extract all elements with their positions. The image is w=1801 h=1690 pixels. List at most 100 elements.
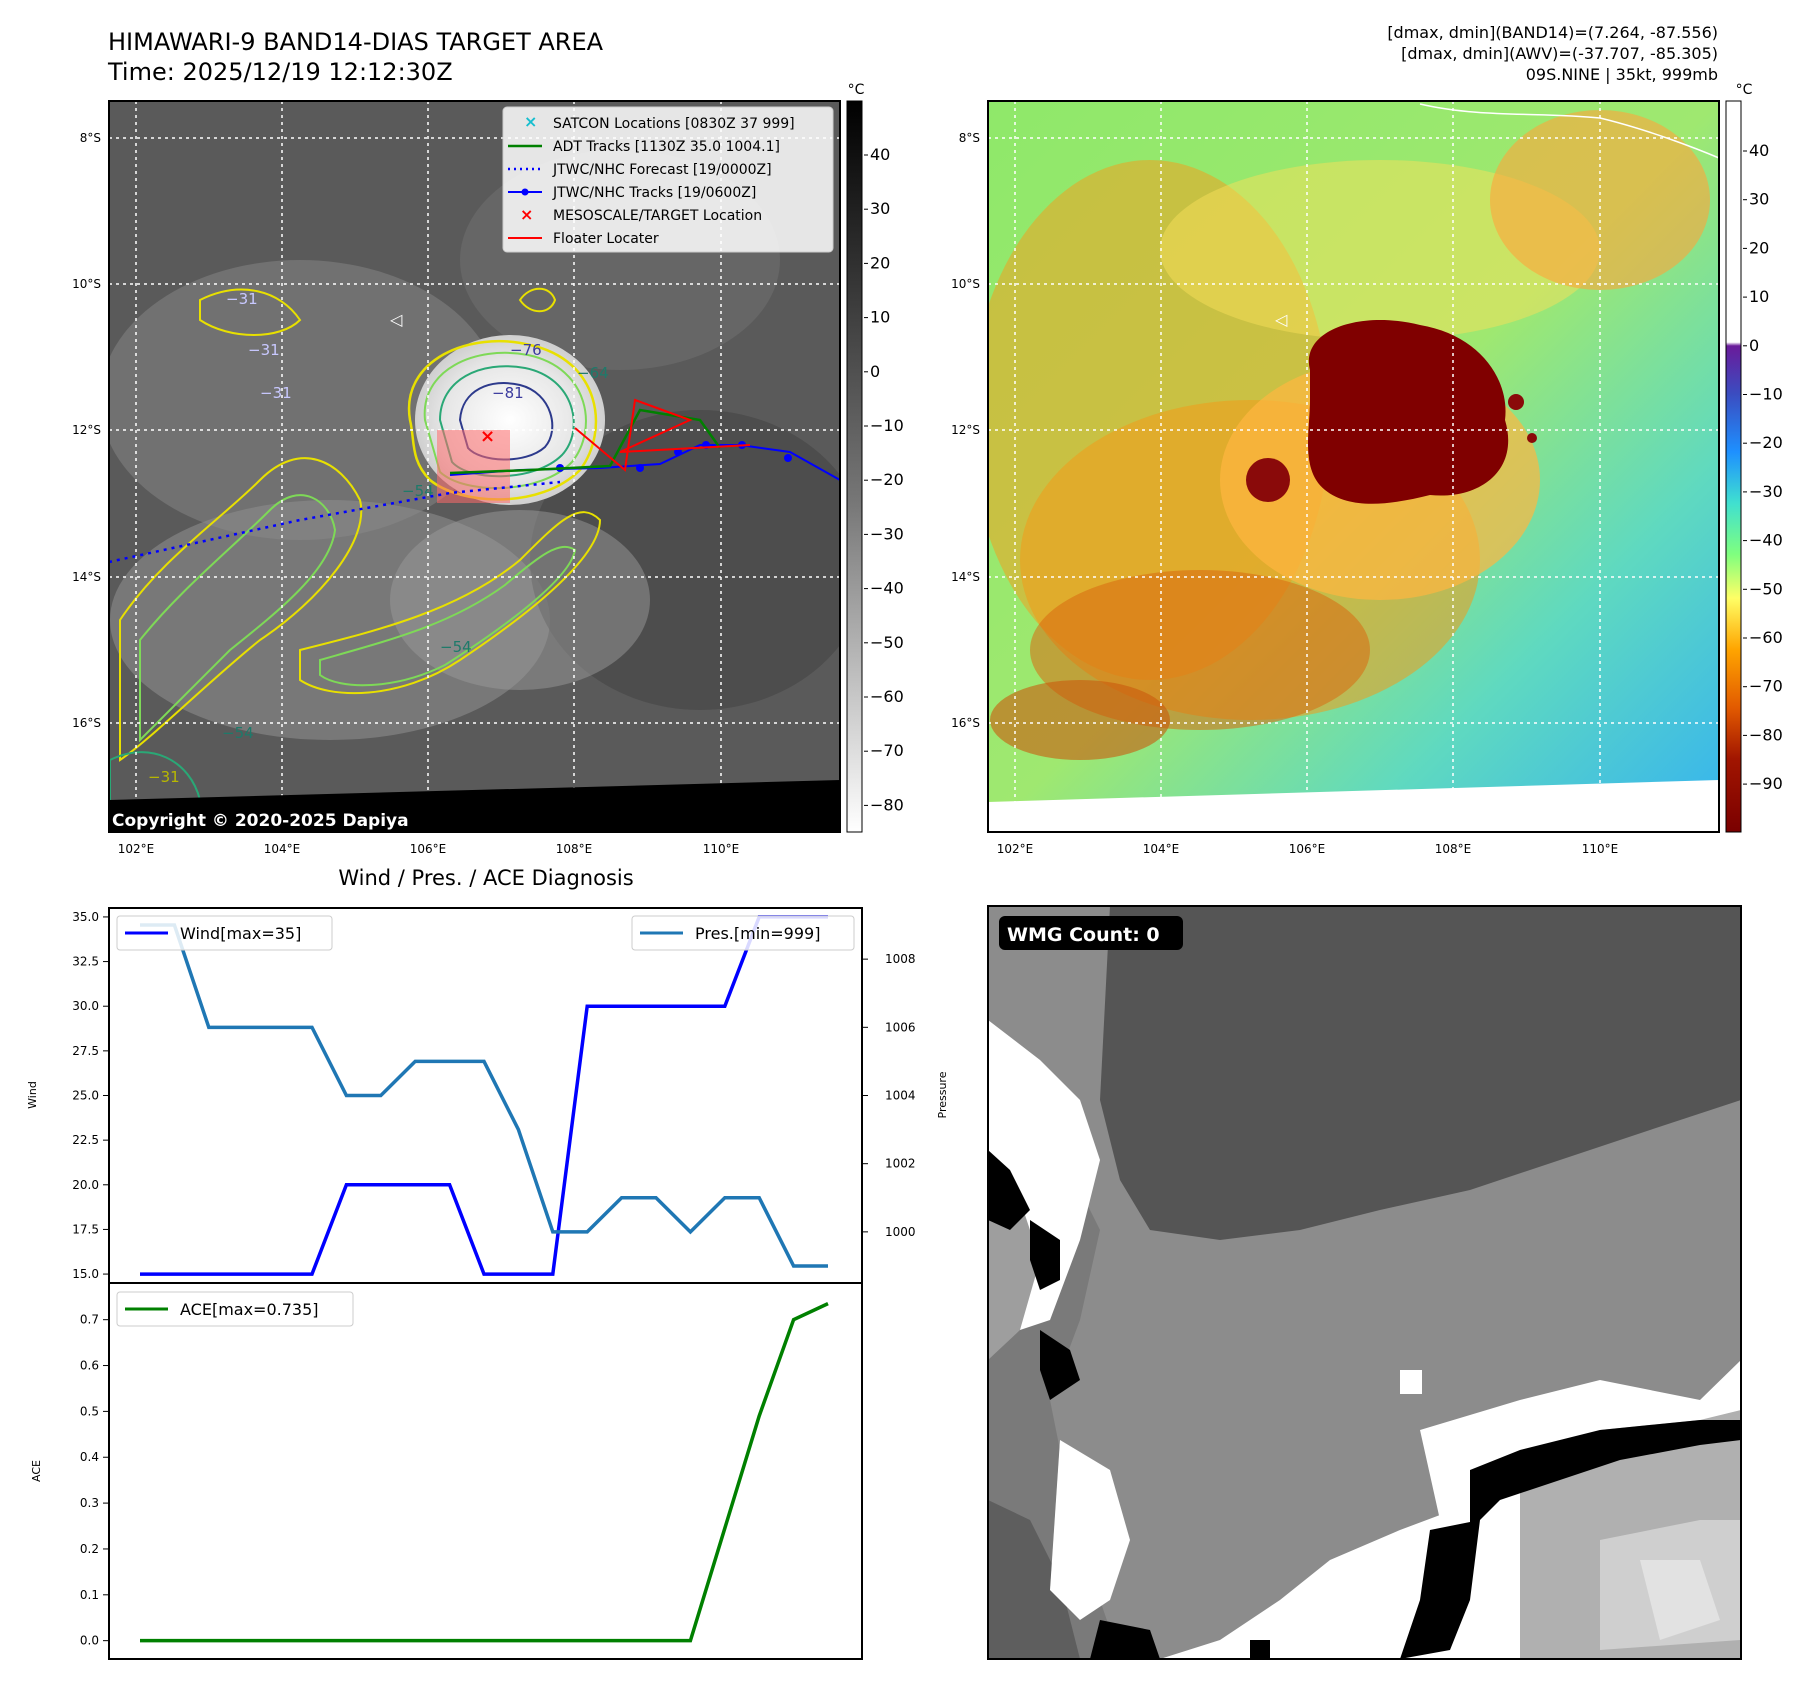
svg-text:−54: −54 xyxy=(402,482,434,500)
satcon-x-marker-icon: × xyxy=(524,112,537,131)
svg-text:−54: −54 xyxy=(440,638,472,656)
left-colorbar-tick-3: 10 xyxy=(870,308,890,327)
contour-labels: −31 −31 −31 −76 −81 −64 −54 −54 −54 −31 xyxy=(148,290,609,786)
svg-text:16°S: 16°S xyxy=(951,716,980,730)
svg-text:12°S: 12°S xyxy=(951,423,980,437)
svg-text:14°S: 14°S xyxy=(951,570,980,584)
svg-text:106°E: 106°E xyxy=(410,842,447,856)
right-colorbar-tick-11: −70 xyxy=(1749,677,1783,696)
ace-ytick-1: 0.6 xyxy=(80,1359,99,1373)
right-colorbar-tick-9: −50 xyxy=(1749,579,1783,598)
figure-title: HIMAWARI-9 BAND14-DIAS TARGET AREA xyxy=(108,28,604,56)
wind-ytick-8: 15.0 xyxy=(72,1267,99,1281)
ace-axis-label: ACE xyxy=(30,1460,43,1482)
svg-text:8°S: 8°S xyxy=(959,131,980,145)
right-gridlines xyxy=(988,101,1719,832)
left-colorbar-tick-8: −40 xyxy=(870,579,904,598)
left-lat-labels: 8°S 10°S 12°S 14°S 16°S xyxy=(72,131,101,730)
left-colorbar-unit: °C xyxy=(848,82,865,98)
svg-text:−54: −54 xyxy=(222,724,254,742)
svg-text:108°E: 108°E xyxy=(1435,842,1472,856)
svg-text:−31: −31 xyxy=(226,290,258,308)
adt-track-line xyxy=(449,408,722,475)
svg-text:110°E: 110°E xyxy=(1582,842,1619,856)
wind-ytick-3: 27.5 xyxy=(72,1044,99,1058)
right-colorbar-tick-10: −60 xyxy=(1749,628,1783,647)
svg-text:16°S: 16°S xyxy=(72,716,101,730)
copyright: Copyright © 2020-2025 Dapiya xyxy=(112,811,409,831)
left-colorbar-tick-9: −50 xyxy=(870,633,904,652)
ace-series-line xyxy=(140,1302,829,1643)
left-colorbar-tick-2: 20 xyxy=(870,253,890,272)
svg-text:8°S: 8°S xyxy=(80,131,101,145)
svg-text:−31: −31 xyxy=(148,768,180,786)
pressure-ytick-1: 1006 xyxy=(885,1020,916,1034)
left-satellite-map: −31 −31 −31 −76 −81 −64 −54 −54 −54 −31 xyxy=(72,82,904,856)
right-lat-labels: 8°S 10°S 12°S 14°S 16°S xyxy=(951,131,980,730)
svg-text:14°S: 14°S xyxy=(72,570,101,584)
left-colorbar-tick-0: 40 xyxy=(870,145,890,164)
svg-text:−31: −31 xyxy=(248,341,280,359)
target-x-marker-icon: × xyxy=(520,205,533,224)
target-area-box xyxy=(437,430,510,503)
svg-text:12°S: 12°S xyxy=(72,423,101,437)
legend-satcon: SATCON Locations [0830Z 37 999] xyxy=(553,116,795,132)
svg-text:10°S: 10°S xyxy=(951,277,980,291)
pressure-ytick-4: 1000 xyxy=(885,1225,916,1239)
svg-text:10°S: 10°S xyxy=(72,277,101,291)
wmg-count-badge xyxy=(999,916,1183,950)
wind-series-line xyxy=(140,915,828,1276)
ace-ytick-5: 0.2 xyxy=(80,1542,99,1556)
svg-text:102°E: 102°E xyxy=(118,842,155,856)
diagnosis-chart-title: Wind / Pres. / ACE Diagnosis xyxy=(338,866,633,890)
arrow-marker-icon: ◁ xyxy=(389,310,403,329)
storm-info: 09S.NINE | 35kt, 999mb xyxy=(1526,65,1718,84)
legend-forecast: JTWC/NHC Forecast [19/0000Z] xyxy=(552,162,772,178)
right-arrow-marker-icon: ◁ xyxy=(1274,310,1288,329)
wind-pressure-chart: 35.0 32.5 30.0 27.5 25.0 22.5 20.0 17.5 15.0 100… xyxy=(26,907,949,1284)
left-colorbar-tick-12: −80 xyxy=(870,795,904,814)
right-colorbar-tick-7: −30 xyxy=(1749,482,1783,501)
ace-ytick-4: 0.3 xyxy=(80,1496,99,1510)
wind-ytick-6: 20.0 xyxy=(72,1178,99,1192)
legend-target: MESOSCALE/TARGET Location xyxy=(553,208,762,224)
ace-ytick-0: 0.7 xyxy=(80,1313,99,1327)
floater-locater-line xyxy=(574,398,751,472)
left-colorbar: °C 40 30 20 10 0 −10 −20 −30 −40 −50 −60 −70 −80 xyxy=(846,82,904,833)
ace-ytick-2: 0.5 xyxy=(80,1404,99,1418)
svg-text:104°E: 104°E xyxy=(1143,842,1180,856)
right-colorbar-tick-12: −80 xyxy=(1749,725,1783,744)
left-map-legend: × SATCON Locations [0830Z 37 999] ADT Tr… xyxy=(502,106,834,253)
svg-text:Wind[max=35]: Wind[max=35] xyxy=(180,924,301,943)
ace-ytick-6: 0.1 xyxy=(80,1588,99,1602)
right-colorbar: °C 40 30 20 10 0 −10 −20 −30 −40 −50 −60 −70 −80 −90 xyxy=(1725,82,1783,833)
pressure-series-line xyxy=(140,923,828,1268)
left-colorbar-tick-1: 30 xyxy=(870,199,890,218)
legend-floater: Floater Locater xyxy=(553,231,659,247)
pressure-legend: Pres.[min=999] xyxy=(631,915,855,951)
left-colorbar-tick-4: 0 xyxy=(870,362,880,381)
right-colorbar-tick-6: −20 xyxy=(1749,433,1783,452)
svg-text:ACE[max=0.735]: ACE[max=0.735] xyxy=(180,1300,319,1319)
right-colorbar-tick-0: 40 xyxy=(1749,141,1769,160)
wind-legend: Wind[max=35] xyxy=(116,915,333,951)
svg-text:−76: −76 xyxy=(510,341,542,359)
right-colorbar-tick-1: 30 xyxy=(1749,190,1769,209)
left-lon-labels: 102°E 104°E 106°E 108°E 110°E xyxy=(118,842,740,856)
svg-text:110°E: 110°E xyxy=(703,842,740,856)
svg-text:−31: −31 xyxy=(260,384,292,402)
ace-ytick-7: 0.0 xyxy=(80,1634,99,1648)
right-colorbar-tick-8: −40 xyxy=(1749,531,1783,550)
right-colorbar-tick-3: 10 xyxy=(1749,287,1769,306)
figure-time: Time: 2025/12/19 12:12:30Z xyxy=(107,58,453,86)
wmg-count-text: WMG Count: 0 xyxy=(1007,924,1160,946)
svg-text:104°E: 104°E xyxy=(264,842,301,856)
wind-ytick-5: 22.5 xyxy=(72,1133,99,1147)
left-colorbar-tick-6: −20 xyxy=(870,470,904,489)
svg-text:106°E: 106°E xyxy=(1289,842,1326,856)
wind-ytick-4: 25.0 xyxy=(72,1089,99,1103)
pressure-ytick-0: 1008 xyxy=(885,952,916,966)
left-colorbar-tick-10: −60 xyxy=(870,687,904,706)
right-colorbar-tick-5: −10 xyxy=(1749,385,1783,404)
